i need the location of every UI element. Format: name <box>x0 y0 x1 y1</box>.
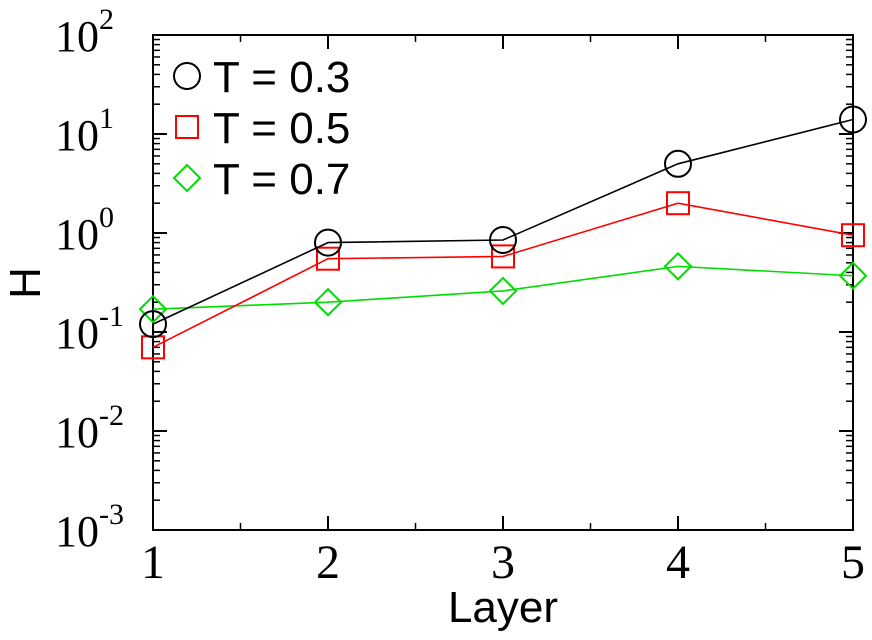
y-axis-ticks <box>153 34 853 531</box>
legend-marker-diamond <box>172 163 202 193</box>
legend-marker-circle <box>173 62 201 90</box>
data-point-circle <box>314 228 342 257</box>
legend-label: T = 0.5 <box>213 104 350 153</box>
data-point-square <box>316 246 340 271</box>
y-tick-label: 100 <box>55 201 114 259</box>
x-tick-label: 1 <box>141 536 165 589</box>
data-point-circle <box>839 105 867 134</box>
legend-label: T = 0.7 <box>213 155 350 204</box>
data-point-diamond <box>313 287 343 317</box>
legend-label: T = 0.3 <box>213 53 350 102</box>
x-tick-label: 5 <box>841 536 865 589</box>
data-point-circle <box>664 149 692 178</box>
x-axis-tick-labels: 1 2 3 4 5 <box>141 536 865 589</box>
legend-marker-square <box>175 115 199 139</box>
x-axis-ticks <box>152 35 854 530</box>
y-tick-label: 10-3 <box>55 498 124 556</box>
x-tick-label: 3 <box>491 536 515 589</box>
data-point-diamond <box>488 276 518 306</box>
data-point-circle <box>139 310 167 339</box>
y-tick-label: 102 <box>55 3 114 61</box>
y-axis-label: H <box>1 267 50 299</box>
series-line <box>152 202 854 349</box>
y-tick-label: 10-1 <box>55 300 124 358</box>
y-axis-tick-labels: 10-3 10-2 10-1 100 101 102 <box>55 3 124 556</box>
series-layer <box>138 105 868 360</box>
x-tick-label: 4 <box>666 536 690 589</box>
x-tick-label: 2 <box>316 536 340 589</box>
series-square <box>141 191 865 360</box>
data-point-square <box>841 223 865 248</box>
data-point-square <box>666 191 690 216</box>
legend: T = 0.3T = 0.5T = 0.7 <box>172 53 350 204</box>
series-circle <box>139 105 867 339</box>
data-point-diamond <box>138 294 168 324</box>
y-tick-label: 101 <box>55 102 114 160</box>
data-point-diamond <box>838 261 868 291</box>
data-point-circle <box>489 225 517 254</box>
data-point-square <box>491 244 515 269</box>
series-line <box>152 118 854 325</box>
x-axis-label: Layer <box>448 583 558 632</box>
data-point-diamond <box>663 251 693 281</box>
y-tick-label: 10-2 <box>55 399 124 457</box>
series-diamond <box>138 251 868 324</box>
series-line <box>152 265 854 310</box>
